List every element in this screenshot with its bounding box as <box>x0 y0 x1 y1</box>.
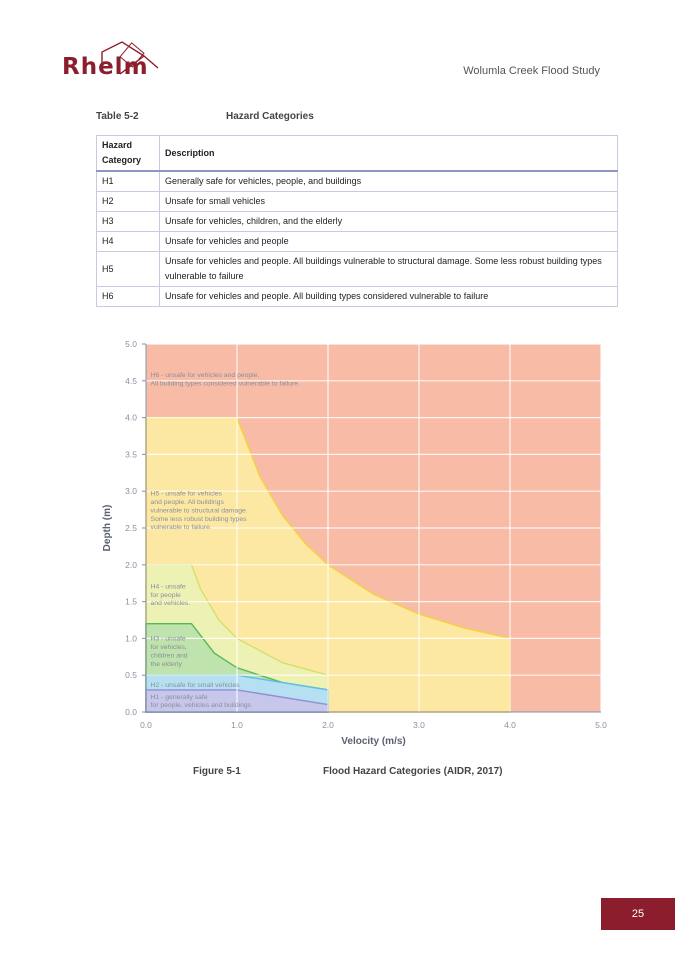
hazard-annotation: H2 - unsafe for small vehicles <box>151 682 241 689</box>
figure-caption-number: Figure 5-1 <box>193 766 241 777</box>
logo-wordmark: Rhelm <box>62 54 149 80</box>
column-header-description: Description <box>159 135 618 172</box>
hazard-category-cell: H5 <box>96 251 160 287</box>
table-caption-number: Table 5-2 <box>96 111 139 122</box>
y-axis-label: Depth (m) <box>102 505 113 552</box>
table-caption: Table 5-2 Hazard Categories <box>96 111 314 122</box>
logo-house-icon <box>101 41 159 75</box>
y-tick-label: 2.0 <box>125 560 137 570</box>
grid-lines <box>146 343 602 712</box>
description-cell: Unsafe for vehicles and people. All buil… <box>159 286 618 307</box>
y-tick-label: 3.0 <box>125 486 137 496</box>
figure-caption: Figure 5-1 Flood Hazard Categories (AIDR,… <box>193 766 502 777</box>
document-title: Wolumla Creek Flood Study <box>463 65 600 77</box>
x-tick-label: 3.0 <box>413 720 425 730</box>
hazard-annotation: H1 - generally safe for people, vehicles … <box>151 694 252 709</box>
table-row: H4 Unsafe for vehicles and people <box>96 231 618 252</box>
y-tick-label: 5.0 <box>125 339 137 349</box>
table-row: H5 Unsafe for vehicles and people. All bu… <box>96 251 618 287</box>
table-row: H1 Generally safe for vehicles, people, a… <box>96 170 618 192</box>
hazard-annotation: H3 - unsafe for vehicles, children and the … <box>151 636 188 668</box>
table-row: H6 Unsafe for vehicles and people. All bu… <box>96 286 618 307</box>
description-cell: Unsafe for vehicles and people. All buil… <box>159 251 618 287</box>
x-axis-label: Velocity (m/s) <box>341 736 405 747</box>
axes: 0.0 1.0 2.0 3.0 4.0 5.0 0.0 0.5 1.0 1.5 2.0 2.5 3.0 3… <box>125 339 607 730</box>
flood-hazard-chart: 0.0 1.0 2.0 3.0 4.0 5.0 0.0 0.5 1.0 1.5 2.0 2.5 3.0 3… <box>102 339 607 747</box>
y-tick-label: 0.0 <box>125 707 137 717</box>
description-cell: Unsafe for small vehicles <box>159 191 618 212</box>
y-tick-label: 0.5 <box>125 670 137 680</box>
x-tick-label: 2.0 <box>322 720 334 730</box>
hazard-categories-table: Hazard Category Description H1 Generally … <box>96 135 618 307</box>
hazard-category-cell: H6 <box>96 286 160 307</box>
y-tick-label: 1.5 <box>125 597 137 607</box>
hazard-annotation: H4 - unsafe for people and vehicles. <box>151 583 191 607</box>
table-row: H2 Unsafe for small vehicles <box>96 191 618 212</box>
description-cell: Unsafe for vehicles, children, and the e… <box>159 211 618 232</box>
y-tick-label: 1.0 <box>125 633 137 643</box>
y-tick-label: 4.5 <box>125 376 137 386</box>
hazard-category-cell: H2 <box>96 191 160 212</box>
hazard-annotation: H6 - unsafe for vehicles and people. All … <box>151 372 300 387</box>
rhelm-logo: Rhelm <box>62 40 177 82</box>
x-tick-label: 1.0 <box>231 720 243 730</box>
x-tick-label: 0.0 <box>140 720 152 730</box>
y-tick-label: 3.5 <box>125 449 137 459</box>
table-header-row: Hazard Category Description <box>96 135 618 172</box>
x-tick-label: 5.0 <box>595 720 607 730</box>
hazard-annotation: H5 - unsafe for vehicles and people. All … <box>151 491 248 532</box>
x-tick-label: 4.0 <box>504 720 516 730</box>
hazard-category-cell: H3 <box>96 211 160 232</box>
hazard-annotations: H6 - unsafe for vehicles and people. All … <box>151 372 300 709</box>
table-row: H3 Unsafe for vehicles, children, and the… <box>96 211 618 232</box>
hazard-category-cell: H1 <box>96 170 160 192</box>
description-cell: Unsafe for vehicles and people <box>159 231 618 252</box>
hazard-category-cell: H4 <box>96 231 160 252</box>
column-header-hazard-category: Hazard Category <box>96 135 160 172</box>
table-caption-title: Hazard Categories <box>226 111 314 122</box>
y-tick-label: 4.0 <box>125 413 137 423</box>
figure-caption-title: Flood Hazard Categories (AIDR, 2017) <box>323 766 503 777</box>
y-tick-label: 2.5 <box>125 523 137 533</box>
page-number: 25 <box>601 898 675 930</box>
description-cell: Generally safe for vehicles, people, and… <box>159 170 618 192</box>
